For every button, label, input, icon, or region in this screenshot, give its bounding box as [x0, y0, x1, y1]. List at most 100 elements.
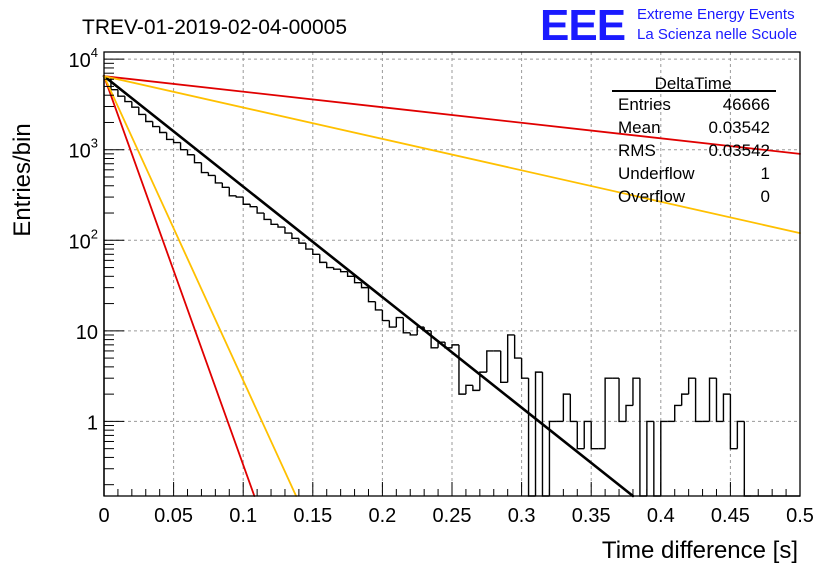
histogram-bin	[200, 162, 209, 174]
histogram-bin	[680, 393, 689, 406]
x-tick-label: 0.4	[647, 505, 675, 527]
x-tick-label: 0	[98, 505, 109, 527]
histogram-bin	[687, 377, 696, 395]
histogram-bin	[576, 421, 585, 450]
histogram-bin	[339, 269, 348, 273]
histogram-bin	[270, 219, 278, 226]
y-axis-title: Entries/bin	[9, 123, 36, 236]
logo-line-2: La Scienza nelle Scuole	[637, 26, 797, 43]
histogram-bin	[618, 378, 626, 423]
histogram-bin	[660, 420, 668, 496]
reference-curve	[103, 75, 801, 235]
plot-frame	[103, 51, 801, 497]
histogram-bin	[256, 206, 265, 214]
eee-logo: EEE Extreme Energy Events La Scienza nel…	[540, 1, 797, 50]
stats-box: DeltaTime Entries 46666 Mean 0.03542 RMS 0.03…	[612, 74, 776, 206]
histogram-bin	[632, 377, 640, 406]
histogram-bin	[179, 142, 188, 151]
histogram-bin	[312, 249, 320, 256]
x-tick-label: 0.3	[508, 505, 536, 527]
histogram-bin	[562, 393, 571, 422]
histogram-bin	[388, 320, 397, 328]
histogram-bin	[249, 204, 258, 208]
histogram-bin	[291, 233, 299, 240]
stats-value: 1	[761, 164, 770, 183]
reference-curve	[103, 75, 256, 497]
histogram-bin	[520, 358, 529, 379]
curves	[102, 74, 801, 498]
x-tick-label: 0.1	[229, 505, 257, 527]
x-tick-label: 0.5	[786, 505, 814, 527]
x-tick-label: 0.05	[154, 505, 193, 527]
histogram-bin	[451, 344, 459, 348]
reference-curve	[103, 75, 801, 155]
stats-value: 46666	[723, 95, 770, 114]
histogram-bin	[715, 378, 724, 423]
run-title: TREV-01-2019-02-04-00005	[82, 16, 347, 39]
histogram-bin	[722, 393, 731, 422]
reference-curve	[103, 75, 297, 497]
histogram-bin	[346, 271, 355, 278]
stats-label: Overflow	[618, 187, 686, 206]
x-tick-label: 0.25	[433, 505, 472, 527]
y-tick-label: 1	[87, 412, 98, 434]
histogram-bin	[326, 262, 334, 269]
histogram-bin	[228, 187, 237, 197]
y-tick-label: 103	[69, 136, 98, 163]
histogram-bin	[284, 227, 292, 234]
histogram-bin	[472, 385, 480, 392]
histogram-bin	[360, 282, 369, 289]
histogram-bin	[458, 344, 466, 395]
histogram-bin	[395, 316, 404, 328]
histogram-bin	[138, 107, 146, 116]
histogram-bin	[277, 224, 285, 228]
histogram-bin	[152, 121, 160, 128]
histogram-bin	[305, 243, 313, 250]
histogram-bin	[506, 334, 515, 383]
histogram-bin	[117, 89, 125, 97]
histogram-bin	[242, 197, 251, 205]
histogram-bin	[165, 132, 174, 141]
histogram-bin	[353, 276, 362, 284]
histogram-bin	[674, 404, 682, 422]
histogram-bin	[590, 421, 599, 450]
fit-line	[102, 74, 635, 498]
y-tick-label: 10	[76, 322, 98, 344]
histogram-bin	[583, 420, 592, 449]
stats-label: Underflow	[618, 164, 695, 183]
stats-label: Entries	[618, 95, 671, 114]
histogram-bin	[465, 384, 473, 395]
histogram-bin	[221, 182, 230, 188]
histogram-bin	[409, 332, 418, 336]
histogram-bin	[145, 114, 153, 123]
histogram-bin	[131, 101, 139, 108]
histogram-bin	[298, 238, 306, 244]
histogram-bin	[193, 154, 202, 164]
histogram-bin	[263, 213, 272, 221]
stats-value: 0	[761, 187, 770, 206]
histogram-bin	[513, 334, 522, 359]
x-tick-label: 0.35	[572, 505, 611, 527]
histogram-bin	[186, 149, 195, 156]
histogram-bin	[604, 377, 613, 449]
stats-value: 0.03542	[709, 118, 770, 137]
stats-label: RMS	[618, 141, 656, 160]
stats-label: Mean	[618, 118, 661, 137]
histogram-bin	[374, 301, 383, 311]
histogram-bin	[694, 378, 703, 423]
histogram-bin	[534, 371, 543, 496]
histogram-bin	[332, 267, 341, 270]
stats-box-name: DeltaTime	[655, 74, 732, 93]
histogram-bin	[207, 172, 216, 177]
x-tick-label: 0.15	[293, 505, 332, 527]
histogram-bin	[569, 394, 578, 423]
histogram-bin	[402, 317, 411, 334]
histogram-bin	[625, 404, 633, 422]
x-tick-label: 0.2	[368, 505, 396, 527]
histogram-bin	[736, 420, 745, 449]
histogram-bin	[124, 96, 132, 103]
logo-mark: EEE	[540, 1, 625, 50]
logo-line-1: Extreme Energy Events	[637, 6, 795, 23]
y-tick-label: 104	[69, 45, 98, 72]
axes: 0 0.05 0.1 0.15 0.2 0.25 0.3 0.35 0.4 0.45 0.51101…	[69, 45, 814, 527]
